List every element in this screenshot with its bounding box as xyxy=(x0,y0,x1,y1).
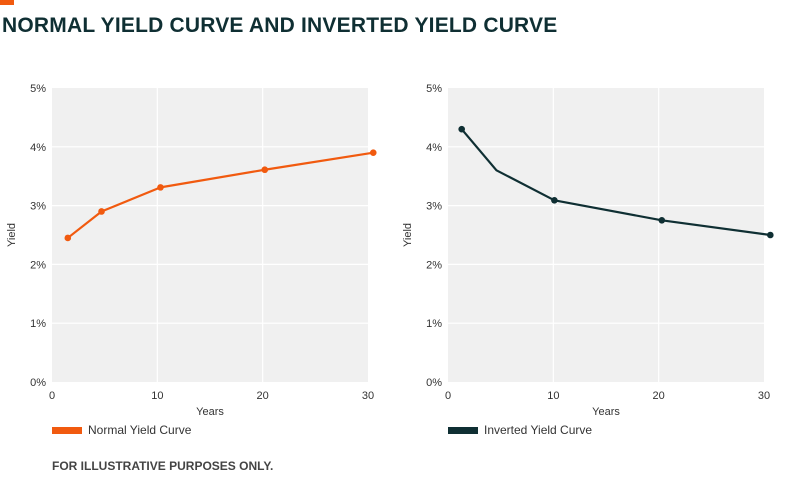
illustrative-footnote: FOR ILLUSTRATIVE PURPOSES ONLY. xyxy=(52,459,274,473)
x-tick-label: 10 xyxy=(151,390,163,402)
legend-inverted: Inverted Yield Curve xyxy=(448,423,592,437)
y-tick-label: 4% xyxy=(426,142,442,154)
y-tick-label: 0% xyxy=(426,377,442,389)
y-tick-label: 3% xyxy=(426,201,442,213)
legend-label-inverted: Inverted Yield Curve xyxy=(484,423,593,437)
x-tick-label: 10 xyxy=(547,390,559,402)
data-point xyxy=(551,197,558,204)
legend-label-normal: Normal Yield Curve xyxy=(88,423,192,437)
y-tick-label: 0% xyxy=(30,377,46,389)
y-tick-label: 3% xyxy=(30,201,46,213)
y-tick-label: 1% xyxy=(426,318,442,330)
data-point xyxy=(64,234,72,242)
x-tick-label: 20 xyxy=(653,390,665,402)
data-point xyxy=(369,149,377,156)
x-tick-label: 20 xyxy=(257,390,269,402)
inverted-yield-chart: 0% 1% 2% 3% 4% 5% 0 10 20 30 Years Yield xyxy=(402,83,774,418)
legend-swatch-inverted xyxy=(448,426,478,434)
x-axis-label: Years xyxy=(196,406,224,418)
normal-yield-chart: 0% 1% 2% 3% 4% 5% 0 10 20 30 Years Yield xyxy=(6,83,377,418)
plot-area xyxy=(52,88,368,382)
data-point xyxy=(261,166,269,174)
data-point xyxy=(658,217,666,224)
legend-normal: Normal Yield Curve xyxy=(52,423,191,437)
y-tick-label: 5% xyxy=(426,83,442,95)
data-point xyxy=(98,208,105,215)
page-title: NORMAL YIELD CURVE AND INVERTED YIELD CU… xyxy=(2,14,558,37)
x-tick-label: 0 xyxy=(445,390,451,402)
y-tick-label: 5% xyxy=(30,83,46,95)
y-tick-label: 1% xyxy=(30,318,46,330)
data-point xyxy=(458,125,465,133)
data-point xyxy=(767,231,774,239)
y-tick-label: 2% xyxy=(30,259,46,271)
legend-swatch-normal xyxy=(52,426,82,434)
y-axis-label: Yield xyxy=(6,223,18,247)
data-point xyxy=(157,184,164,191)
y-tick-label: 4% xyxy=(30,142,46,154)
x-axis-label: Years xyxy=(592,406,620,418)
x-tick-label: 30 xyxy=(758,390,770,402)
accent-bar xyxy=(0,0,14,5)
x-tick-label: 0 xyxy=(49,390,55,402)
plot-area xyxy=(448,88,764,382)
y-axis-label: Yield xyxy=(402,223,414,247)
x-tick-label: 30 xyxy=(362,390,374,402)
y-tick-label: 2% xyxy=(426,259,442,271)
